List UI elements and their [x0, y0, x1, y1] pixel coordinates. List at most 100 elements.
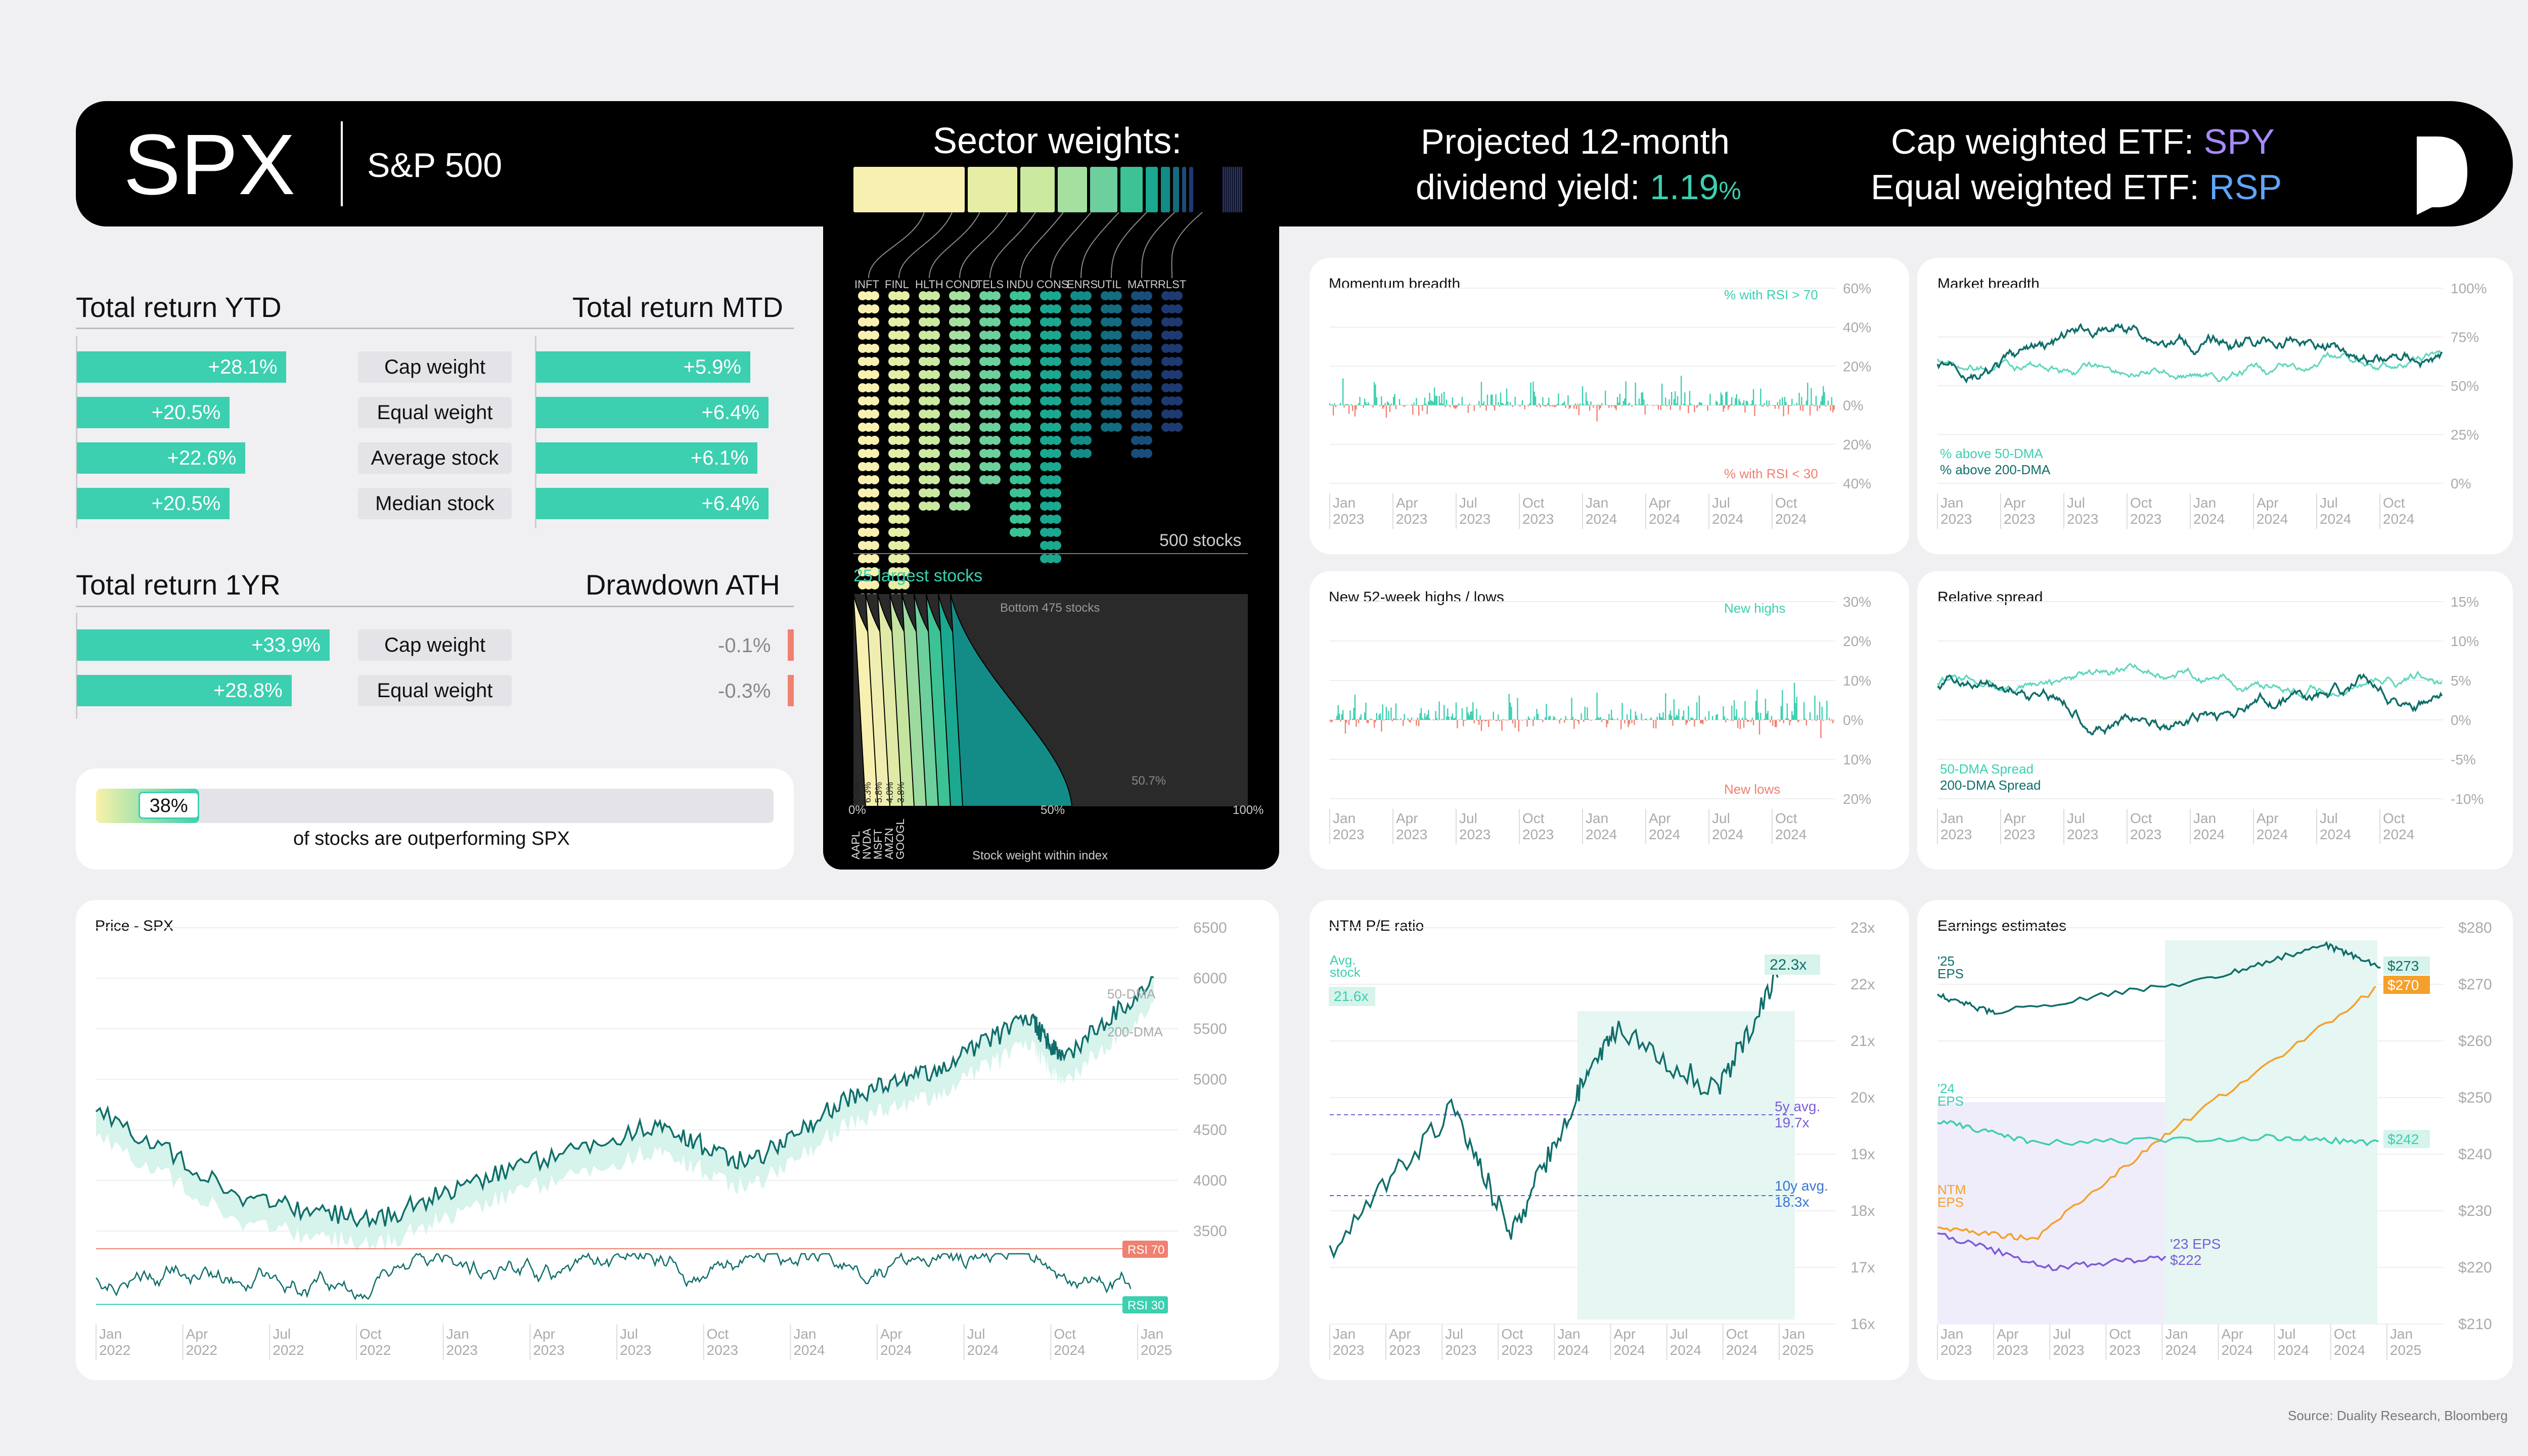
x-tick: Jan [1333, 810, 1356, 826]
series-line [1936, 350, 2443, 382]
stock-dot [1022, 423, 1031, 432]
stock-dot [961, 383, 970, 392]
stock-dot [1082, 410, 1092, 419]
y-tick: 0% [2451, 476, 2471, 491]
x-tick: 2024 [1649, 827, 1680, 842]
x-tick: 2024 [1670, 1342, 1701, 1358]
stock-dot [1052, 541, 1061, 550]
x-tick: Jan [1333, 1326, 1356, 1342]
stock-dot [1082, 357, 1092, 366]
x-tick: Jan [2390, 1326, 2413, 1342]
y-tick: 21x [1850, 1033, 1875, 1050]
x-tick: Jul [620, 1326, 638, 1342]
stock-dot [900, 580, 910, 589]
y-tick: 100% [2451, 281, 2487, 296]
stock-dot [870, 449, 879, 458]
stock-dot [1052, 331, 1061, 340]
top-legend: New highs [1724, 601, 1785, 616]
x-tick: 2024 [2165, 1342, 2196, 1358]
sector-weight-bar [1227, 167, 1228, 212]
x-tick: Apr [2004, 495, 2026, 511]
sector-label: TELS [976, 278, 1004, 291]
sector-label: INFT [854, 278, 879, 291]
row-label: Equal weight [358, 397, 512, 428]
y-tick: 16x [1850, 1316, 1875, 1333]
stock-dot [1022, 436, 1031, 445]
sector-label: CONS [1036, 278, 1069, 291]
stock-dot [900, 567, 910, 576]
x-tick: 2024 [1775, 827, 1807, 842]
x-tick: Oct [1501, 1326, 1523, 1342]
stock-dot [1173, 331, 1183, 340]
x-tick: Apr [1997, 1326, 2019, 1342]
x-tick: Jan [2193, 495, 2216, 511]
y-tick: 10% [1843, 673, 1871, 689]
x-tick: 2023 [1459, 511, 1491, 527]
y-tick: 0% [2451, 712, 2471, 728]
rsi30-badge [1122, 1296, 1168, 1313]
x-tick: 2022 [359, 1342, 391, 1358]
x-tick: 2024 [2193, 511, 2225, 527]
x-tick: 2024 [2278, 1342, 2309, 1358]
x-tick: Oct [1775, 495, 1797, 511]
sector-weight-bar [1189, 167, 1193, 212]
x-tick: Jul [967, 1326, 985, 1342]
stock-dot [1022, 304, 1031, 313]
stock-dot [870, 383, 879, 392]
stock-dot [961, 410, 970, 419]
sector-weight-bar [1090, 167, 1117, 212]
sector-weight-bar [1058, 167, 1087, 212]
x-tick: Oct [1775, 810, 1797, 826]
price-title: Price - SPX [95, 918, 174, 934]
stock-dot [1022, 488, 1031, 497]
stock-dot [931, 475, 940, 484]
rsi70-label: RSI 70 [1127, 1243, 1164, 1257]
x-tick: 2023 [1389, 1342, 1420, 1358]
y-tick: 4500 [1193, 1122, 1227, 1139]
stock-dot [1052, 528, 1061, 537]
x-tick: 2024 [967, 1342, 999, 1358]
x-tick: Jul [2067, 810, 2085, 826]
x-tick: Apr [880, 1326, 902, 1342]
stock-dot [1052, 344, 1061, 353]
stock-dot [1022, 383, 1031, 392]
x-tick: Jul [2320, 495, 2338, 511]
sector-weight-bar [968, 167, 1017, 212]
drawdown-value: -0.3% [718, 680, 771, 702]
y-tick: 20% [1843, 437, 1871, 452]
stock-dot [900, 344, 910, 353]
stock-dot [870, 317, 879, 327]
y-tick: 10% [1843, 752, 1871, 767]
stock-dot [1022, 344, 1031, 353]
drawdown-bar [788, 675, 794, 706]
stock-dot [1022, 528, 1031, 537]
eps23-value: $222 [2170, 1252, 2201, 1268]
x-tick: Apr [1396, 810, 1418, 826]
series-line [1936, 323, 2443, 384]
stock-band [950, 594, 1073, 807]
y-tick: 17x [1850, 1259, 1875, 1276]
stock-dot [1052, 357, 1061, 366]
stock-dot [991, 304, 1001, 313]
stock-dot [961, 462, 970, 471]
stock-dot [900, 436, 910, 445]
logo-icon [2417, 136, 2467, 215]
spread-title: Relative spread [1937, 589, 2043, 606]
stock-dot [1052, 370, 1061, 379]
rsi70-badge [1122, 1241, 1168, 1258]
y-tick: $270 [2458, 976, 2492, 993]
sector-weight-bar [1229, 167, 1230, 212]
axis-tick: 100% [1233, 803, 1263, 817]
x-tick: 2024 [2222, 1342, 2253, 1358]
ytd-bar: +20.5% [77, 397, 230, 428]
stock-dot [931, 357, 940, 366]
x-tick: 2023 [1445, 1342, 1476, 1358]
sector-label: COND [945, 278, 978, 291]
stock-dot [991, 436, 1001, 445]
stock-pct: 3.8% [896, 782, 906, 803]
market-chart: 100%75%50%25%0%Jan2023Apr2023Jul2023Oct2… [1936, 281, 2487, 529]
axis-label: Stock weight within index [972, 849, 1108, 862]
sector-connector [1111, 212, 1147, 279]
sector-weight-bar [1225, 167, 1226, 212]
x-tick: Apr [1649, 810, 1671, 826]
